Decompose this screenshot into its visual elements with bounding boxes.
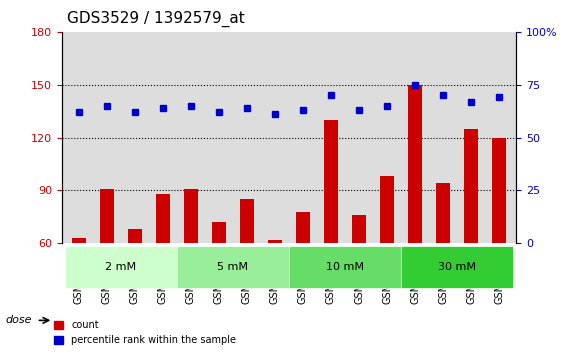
Bar (380, 176, 394, 349)
Bar (99, 189, 113, 349)
Bar (184, 189, 198, 349)
Bar (352, 215, 366, 349)
Bar (296, 212, 310, 349)
Text: 2 mM: 2 mM (105, 262, 136, 272)
Bar (240, 199, 254, 349)
Bar (465, 129, 478, 349)
Text: GDS3529 / 1392579_at: GDS3529 / 1392579_at (67, 11, 245, 27)
Text: 10 mM: 10 mM (326, 262, 364, 272)
Bar (324, 120, 338, 349)
Bar (156, 194, 169, 349)
FancyBboxPatch shape (177, 246, 289, 288)
Bar (212, 222, 226, 349)
Bar (408, 85, 422, 349)
Bar (268, 240, 282, 349)
Bar (436, 183, 450, 349)
Bar (127, 229, 141, 349)
FancyBboxPatch shape (289, 246, 401, 288)
Text: 5 mM: 5 mM (217, 262, 249, 272)
Legend: count, percentile rank within the sample: count, percentile rank within the sample (50, 316, 240, 349)
Bar (493, 138, 506, 349)
Text: dose: dose (6, 315, 32, 325)
Bar (71, 238, 85, 349)
FancyBboxPatch shape (401, 246, 513, 288)
Text: 30 mM: 30 mM (438, 262, 476, 272)
FancyBboxPatch shape (65, 246, 177, 288)
